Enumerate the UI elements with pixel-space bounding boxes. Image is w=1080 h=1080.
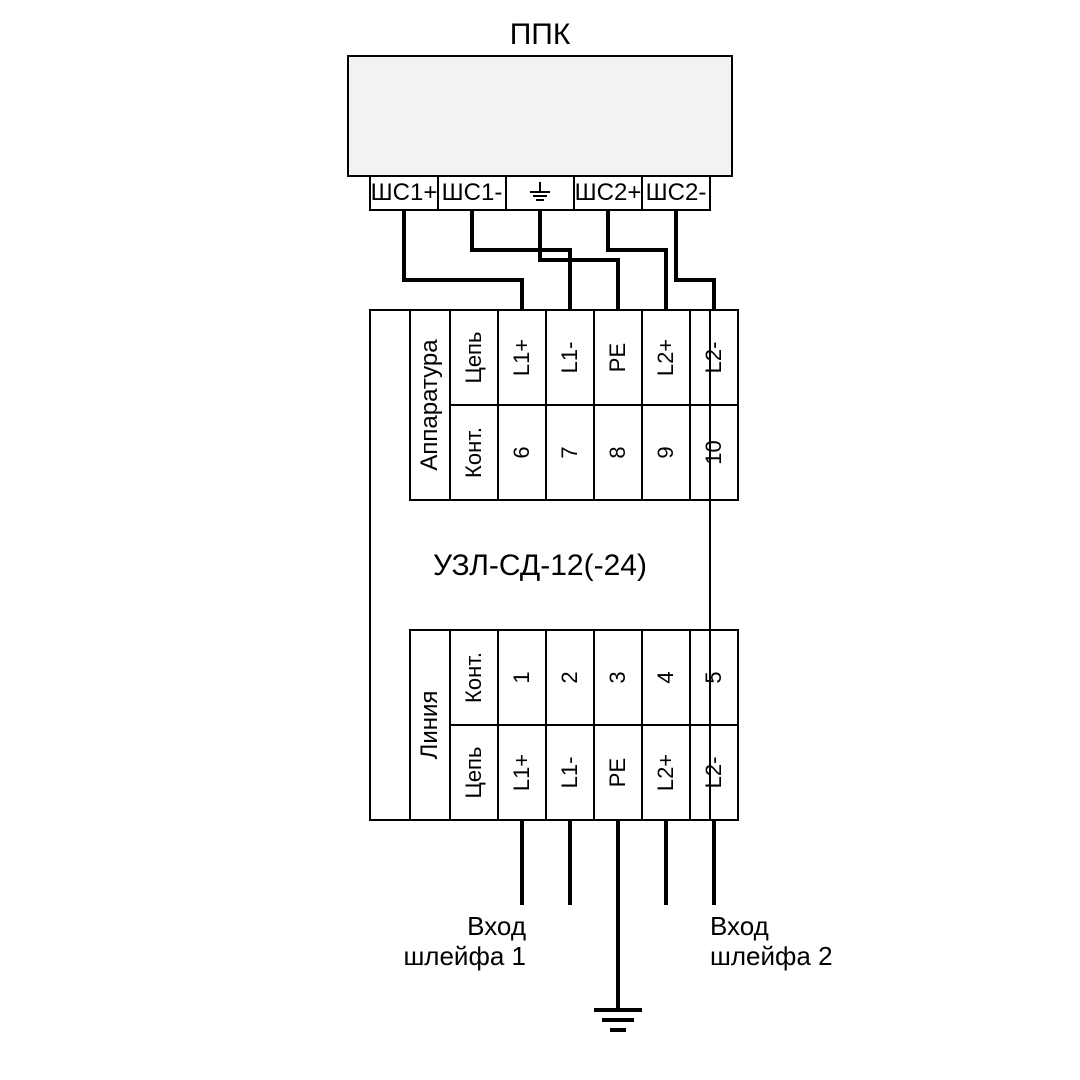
device-title: УЗЛ-СД-12(-24) <box>433 549 647 582</box>
svg-text:L2-: L2- <box>701 342 726 374</box>
svg-text:L2+: L2+ <box>653 754 678 791</box>
svg-text:9: 9 <box>653 446 678 458</box>
svg-text:Конт.: Конт. <box>461 427 486 478</box>
svg-text:Аппаратура: Аппаратура <box>416 339 443 471</box>
svg-text:шлейфа 2: шлейфа 2 <box>710 941 833 971</box>
svg-text:ШС2+: ШС2+ <box>575 179 642 206</box>
svg-text:PE: PE <box>605 343 630 372</box>
svg-text:8: 8 <box>605 446 630 458</box>
svg-text:L1+: L1+ <box>509 754 534 791</box>
svg-text:ШС2-: ШС2- <box>646 179 707 206</box>
svg-text:Конт.: Конт. <box>461 652 486 703</box>
svg-text:2: 2 <box>557 671 582 683</box>
svg-text:L1-: L1- <box>557 342 582 374</box>
svg-text:1: 1 <box>509 671 534 683</box>
svg-text:7: 7 <box>557 446 582 458</box>
svg-text:шлейфа 1: шлейфа 1 <box>403 941 526 971</box>
svg-text:10: 10 <box>701 440 726 464</box>
svg-text:Вход: Вход <box>710 911 769 941</box>
svg-text:PE: PE <box>605 758 630 787</box>
svg-text:3: 3 <box>605 671 630 683</box>
ppk-title: ППК <box>510 18 571 51</box>
svg-text:L2+: L2+ <box>653 339 678 376</box>
svg-text:ШС1-: ШС1- <box>442 179 503 206</box>
svg-text:L2-: L2- <box>701 757 726 789</box>
svg-text:Цепь: Цепь <box>461 332 486 384</box>
svg-text:L1-: L1- <box>557 757 582 789</box>
wiring-diagram: ППК ШС1+ШС1- ШС2+ШС2- Аппаратура Цепь Конт. L1… <box>0 0 1080 1080</box>
svg-text:L1+: L1+ <box>509 339 534 376</box>
svg-text:5: 5 <box>701 671 726 683</box>
svg-text:4: 4 <box>653 671 678 683</box>
svg-text:Цепь: Цепь <box>461 747 486 799</box>
svg-text:ШС1+: ШС1+ <box>371 179 438 206</box>
svg-text:6: 6 <box>509 446 534 458</box>
svg-text:Вход: Вход <box>467 911 526 941</box>
svg-text:Линия: Линия <box>416 691 443 760</box>
